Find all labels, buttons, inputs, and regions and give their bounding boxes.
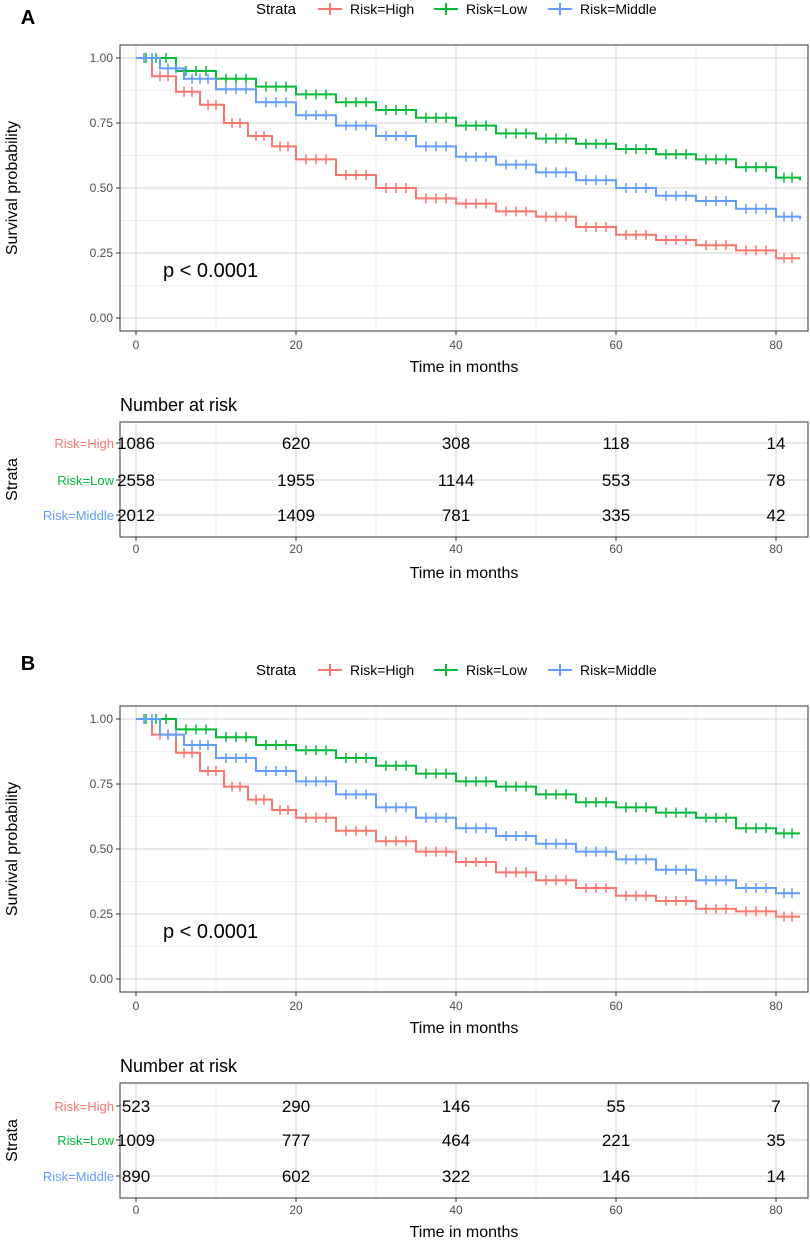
risk-count: 464 (442, 1131, 470, 1150)
risk-count: 146 (442, 1097, 470, 1116)
y-tick-label: 1.00 (90, 51, 114, 65)
panel-b: B Strata Risk=High Risk=Low Risk=Middle 0 20 40… (4, 653, 809, 1241)
risk-count: 14 (767, 434, 786, 453)
risk-strata-title: Strata (4, 1119, 21, 1162)
risk-row-label: Risk=Low (57, 1133, 114, 1148)
risk-x-tick-label: 0 (133, 1203, 140, 1217)
legend-title: Strata (256, 1, 297, 18)
legend-entry: Risk=High (350, 1, 414, 17)
x-tick-label: 0 (133, 338, 140, 352)
legend-entry: Risk=Middle (580, 1, 657, 17)
risk-x-tick-label: 60 (609, 1203, 623, 1217)
legend-entry: Risk=Low (466, 662, 528, 678)
risk-count: 1144 (438, 471, 475, 490)
risk-count: 1086 (117, 434, 155, 453)
panel-label: A (21, 7, 35, 29)
risk-count: 290 (282, 1097, 310, 1116)
y-tick-label: 1.00 (90, 712, 114, 726)
risk-row-label: Risk=Middle (43, 508, 114, 523)
risk-strata-title: Strata (4, 458, 21, 501)
y-axis-title: Survival probability (4, 782, 21, 916)
y-tick-label: 0.25 (90, 907, 114, 921)
x-tick-label: 20 (289, 999, 303, 1013)
p-value-annotation: p < 0.0001 (163, 921, 258, 943)
risk-table-title: Number at risk (120, 1056, 238, 1076)
risk-count: 1409 (277, 506, 315, 525)
risk-row-label: Risk=Middle (43, 1169, 114, 1184)
risk-x-tick-label: 40 (449, 542, 463, 556)
x-tick-label: 40 (449, 999, 463, 1013)
legend-entry: Risk=Middle (580, 662, 657, 678)
x-tick-label: 80 (769, 338, 783, 352)
risk-count: 777 (282, 1131, 310, 1150)
y-tick-label: 0.50 (90, 181, 114, 195)
x-tick-label: 60 (609, 999, 623, 1013)
legend-entry: Risk=Low (466, 1, 528, 17)
risk-count: 2012 (117, 506, 155, 525)
risk-count: 221 (602, 1131, 630, 1150)
risk-count: 620 (282, 434, 310, 453)
risk-x-tick-label: 0 (133, 542, 140, 556)
risk-count: 42 (767, 506, 786, 525)
y-axis-title: Survival probability (4, 121, 21, 255)
survival-curve-risk-middle (136, 718, 800, 895)
risk-count: 322 (442, 1167, 470, 1186)
risk-count: 553 (602, 471, 630, 490)
y-tick-label: 0.75 (90, 777, 114, 791)
legend-entry: Risk=High (350, 662, 414, 678)
y-tick-label: 0.00 (90, 311, 114, 325)
risk-row-label: Risk=High (54, 436, 114, 451)
x-tick-label: 40 (449, 338, 463, 352)
risk-row-label: Risk=High (54, 1099, 114, 1114)
risk-count: 335 (602, 506, 630, 525)
x-tick-label: 20 (289, 338, 303, 352)
risk-count: 890 (122, 1167, 150, 1186)
panel-a: A Strata Risk=High Risk=Low Risk=Middle 0 20 40… (4, 1, 809, 582)
risk-x-tick-label: 80 (769, 542, 783, 556)
x-tick-label: 80 (769, 999, 783, 1013)
risk-count: 146 (602, 1167, 630, 1186)
risk-count: 1009 (117, 1131, 155, 1150)
risk-x-axis-title: Time in months (410, 565, 519, 582)
risk-count: 118 (602, 434, 629, 453)
panel-label: B (21, 653, 35, 675)
risk-count: 523 (122, 1097, 150, 1116)
risk-x-tick-label: 60 (609, 542, 623, 556)
y-tick-label: 0.00 (90, 972, 114, 986)
x-tick-label: 60 (609, 338, 623, 352)
y-tick-label: 0.75 (90, 116, 114, 130)
risk-x-axis-title: Time in months (410, 1224, 519, 1241)
risk-count: 1955 (277, 471, 315, 490)
p-value-annotation: p < 0.0001 (163, 260, 258, 282)
risk-count: 602 (282, 1167, 310, 1186)
risk-count: 14 (767, 1167, 786, 1186)
risk-x-tick-label: 20 (289, 542, 303, 556)
survival-curve-risk-middle (136, 57, 801, 220)
risk-x-tick-label: 80 (769, 1203, 783, 1217)
y-tick-label: 0.25 (90, 246, 114, 260)
risk-row-label: Risk=Low (57, 473, 114, 488)
risk-count: 78 (767, 471, 786, 490)
x-axis-title: Time in months (410, 1020, 519, 1037)
y-tick-label: 0.50 (90, 842, 114, 856)
risk-x-tick-label: 40 (449, 1203, 463, 1217)
x-axis-title: Time in months (410, 359, 519, 376)
survival-curve-risk-low (136, 57, 801, 181)
risk-count: 55 (607, 1097, 626, 1116)
risk-x-tick-label: 20 (289, 1203, 303, 1217)
x-tick-label: 0 (133, 999, 140, 1013)
risk-table-title: Number at risk (120, 395, 238, 415)
risk-count: 781 (442, 506, 470, 525)
risk-count: 308 (442, 434, 470, 453)
risk-count: 2558 (117, 471, 155, 490)
legend-title: Strata (256, 662, 297, 679)
risk-count: 35 (767, 1131, 786, 1150)
risk-count: 7 (771, 1097, 780, 1116)
